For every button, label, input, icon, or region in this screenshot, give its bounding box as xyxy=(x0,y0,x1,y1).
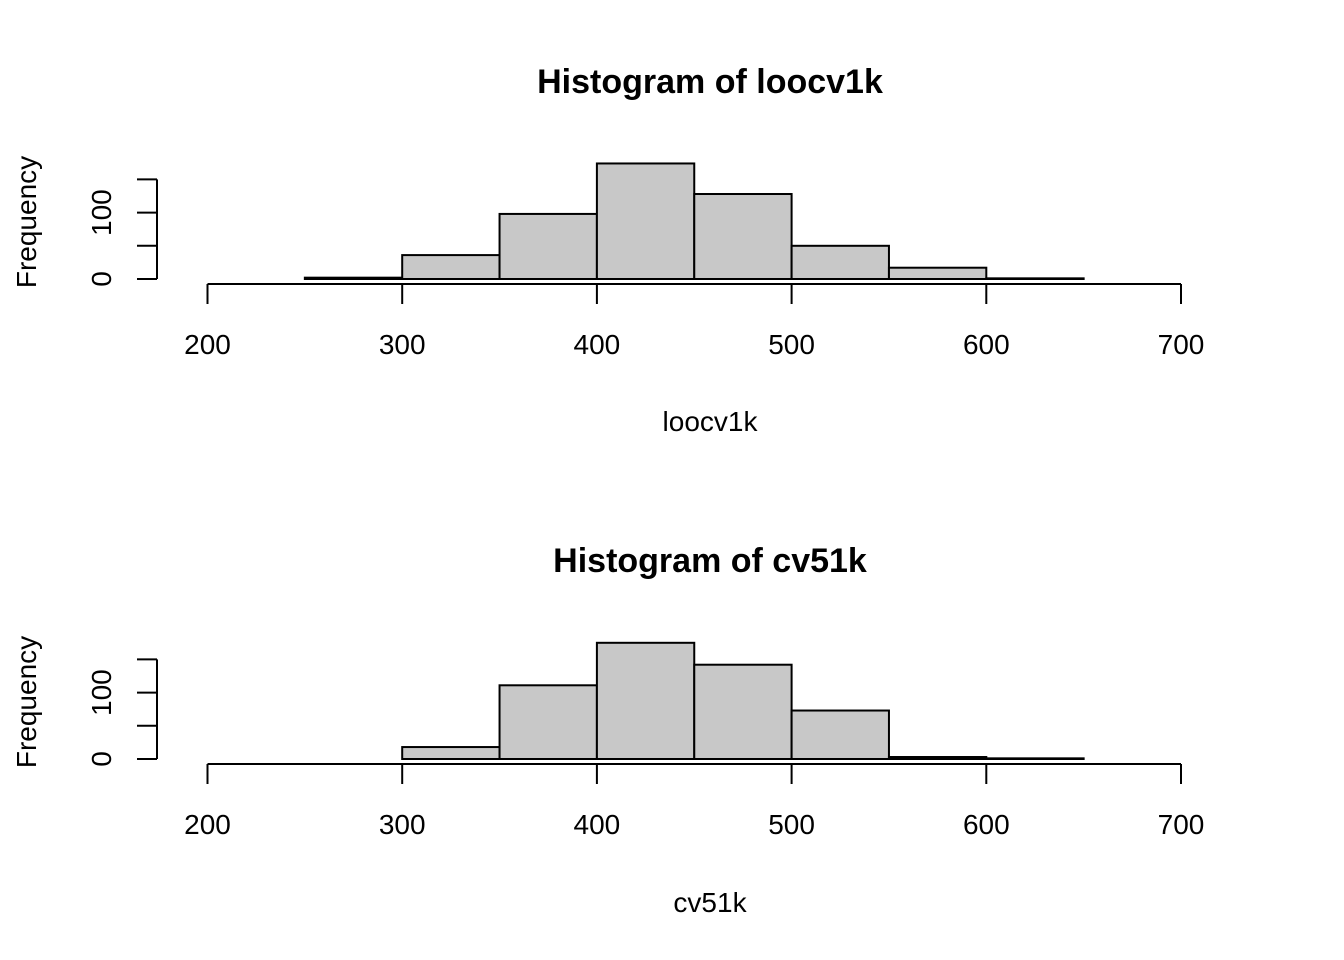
x-tick-label: 400 xyxy=(574,329,621,360)
y-axis: 0 100 xyxy=(86,658,158,767)
x-axis: 200 300 400 500 600 700 xyxy=(184,763,1205,840)
histogram-panel-cv51k: Histogram of cv51k cv51k Frequency 200 30… xyxy=(11,542,1204,918)
histogram-bar xyxy=(790,709,890,761)
histogram-bar xyxy=(887,266,988,281)
histogram-bar xyxy=(401,254,501,280)
histogram-bar xyxy=(790,244,890,281)
x-tick-label: 500 xyxy=(768,329,815,360)
histogram-bar xyxy=(303,276,404,280)
y-tick-label: 0 xyxy=(86,751,117,767)
bars xyxy=(303,162,1085,281)
histogram-bar xyxy=(693,663,793,760)
x-tick-label: 700 xyxy=(1158,809,1205,840)
histogram-bar xyxy=(595,641,696,760)
x-tick-label: 200 xyxy=(184,329,231,360)
histogram-bar xyxy=(498,212,598,280)
histogram-bar xyxy=(985,757,1085,760)
x-tick-label: 300 xyxy=(379,329,426,360)
y-tick-label: 0 xyxy=(86,271,117,287)
chart-title: Histogram of loocv1k xyxy=(537,63,883,101)
x-tick-label: 700 xyxy=(1158,329,1205,360)
y-tick-label: 100 xyxy=(86,669,117,716)
histogram-bar xyxy=(498,684,598,761)
x-tick-label: 300 xyxy=(379,809,426,840)
x-tick-label: 200 xyxy=(184,809,231,840)
x-axis-label: cv51k xyxy=(673,887,747,918)
x-tick-label: 500 xyxy=(768,809,815,840)
chart-title: Histogram of cv51k xyxy=(553,542,867,580)
histogram-bar xyxy=(985,277,1085,280)
bars xyxy=(401,641,1085,761)
x-tick-label: 400 xyxy=(574,809,621,840)
x-tick-label: 600 xyxy=(963,809,1010,840)
x-tick-label: 600 xyxy=(963,329,1010,360)
x-axis-label: loocv1k xyxy=(663,406,759,437)
y-axis-label: Frequency xyxy=(11,156,42,288)
histogram-bar xyxy=(693,193,793,280)
histogram-bar xyxy=(401,746,501,760)
histogram-bar xyxy=(595,162,696,281)
y-axis-label: Frequency xyxy=(11,636,42,768)
histogram-bar xyxy=(887,756,988,760)
y-tick-label: 100 xyxy=(86,189,117,236)
histogram-panel-loocv1k: Histogram of loocv1k loocv1k Frequency 2… xyxy=(11,63,1204,437)
x-axis: 200 300 400 500 600 700 xyxy=(184,283,1205,360)
y-axis: 0 100 xyxy=(86,178,158,287)
